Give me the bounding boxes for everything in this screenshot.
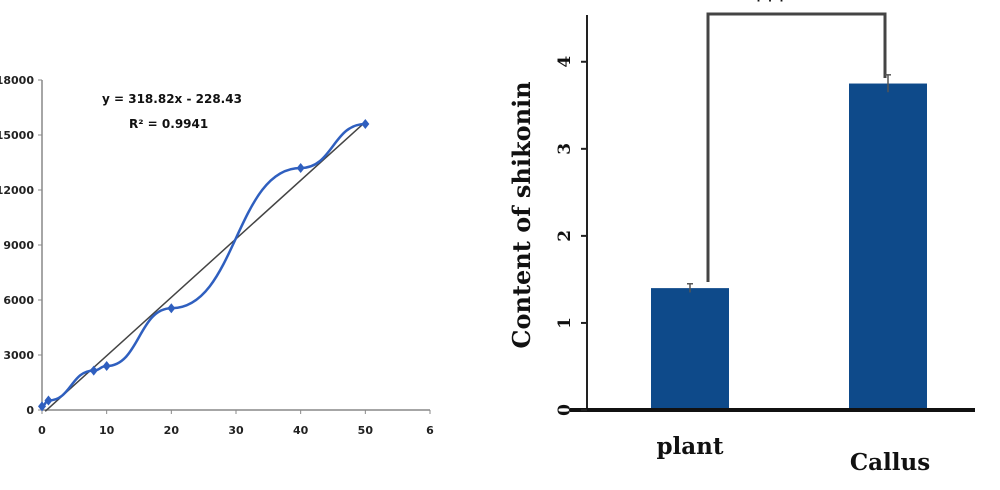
- x-tick-label: 0: [38, 424, 46, 437]
- bar-chart-svg: *** 0 1 2 3 4 plant Callus Content of shikoni…: [507, 0, 975, 476]
- data-point: [89, 365, 98, 376]
- category-label: Callus: [850, 449, 930, 476]
- r-squared: R² = 0.9941: [129, 117, 208, 131]
- y-tick-label: 2: [555, 230, 575, 242]
- trendline: [44, 121, 366, 412]
- y-tick-label: 9000: [3, 239, 34, 252]
- x-tick-label: 20: [164, 424, 180, 437]
- significance-bracket: [706, 12, 887, 282]
- shikonin-bar-chart: *** 0 1 2 3 4 plant Callus Content of shikoni…: [490, 0, 1000, 485]
- data-point: [167, 303, 176, 314]
- x-tick-group: 0 10 20 30 40 50 6: [38, 410, 434, 437]
- x-tick-label: 10: [99, 424, 115, 437]
- data-point: [361, 119, 370, 129]
- y-tick-label: 0: [26, 404, 34, 417]
- y-tick-labels: 0 3000 6000 9000 12000 15000 18000: [0, 74, 42, 417]
- data-point: [102, 361, 111, 371]
- category-labels: plant Callus: [656, 433, 930, 476]
- y-tick-label: 12000: [0, 184, 34, 197]
- x-tick-label: 30: [228, 424, 244, 437]
- y-tick-label: 3000: [3, 349, 34, 362]
- bar: [651, 288, 729, 410]
- data-point: [38, 401, 46, 412]
- bar: [849, 83, 927, 410]
- significance-stars: ***: [753, 0, 788, 14]
- x-tick-label: 6: [426, 424, 434, 437]
- data-point: [44, 395, 53, 406]
- y-tick-label: 4: [555, 56, 575, 68]
- series-points: [38, 119, 370, 412]
- y-tick-label: 3: [555, 143, 575, 155]
- y-tick-label: 0: [555, 404, 575, 416]
- y-tick-label: 6000: [3, 294, 34, 307]
- y-tick-label: 15000: [0, 129, 34, 142]
- y-tick-label: 18000: [0, 74, 34, 87]
- trend-equation: y = 318.82x - 228.43: [102, 92, 242, 106]
- y-tick-group: 0 1 2 3 4: [555, 56, 587, 416]
- data-point: [296, 163, 305, 173]
- x-tick-label: 40: [293, 424, 309, 437]
- x-tick-label: 50: [358, 424, 374, 437]
- y-tick-label: 1: [555, 317, 575, 329]
- bar-group: [651, 74, 927, 410]
- category-label: plant: [656, 433, 723, 460]
- y-axis-label: Content of shikonin: [507, 81, 536, 348]
